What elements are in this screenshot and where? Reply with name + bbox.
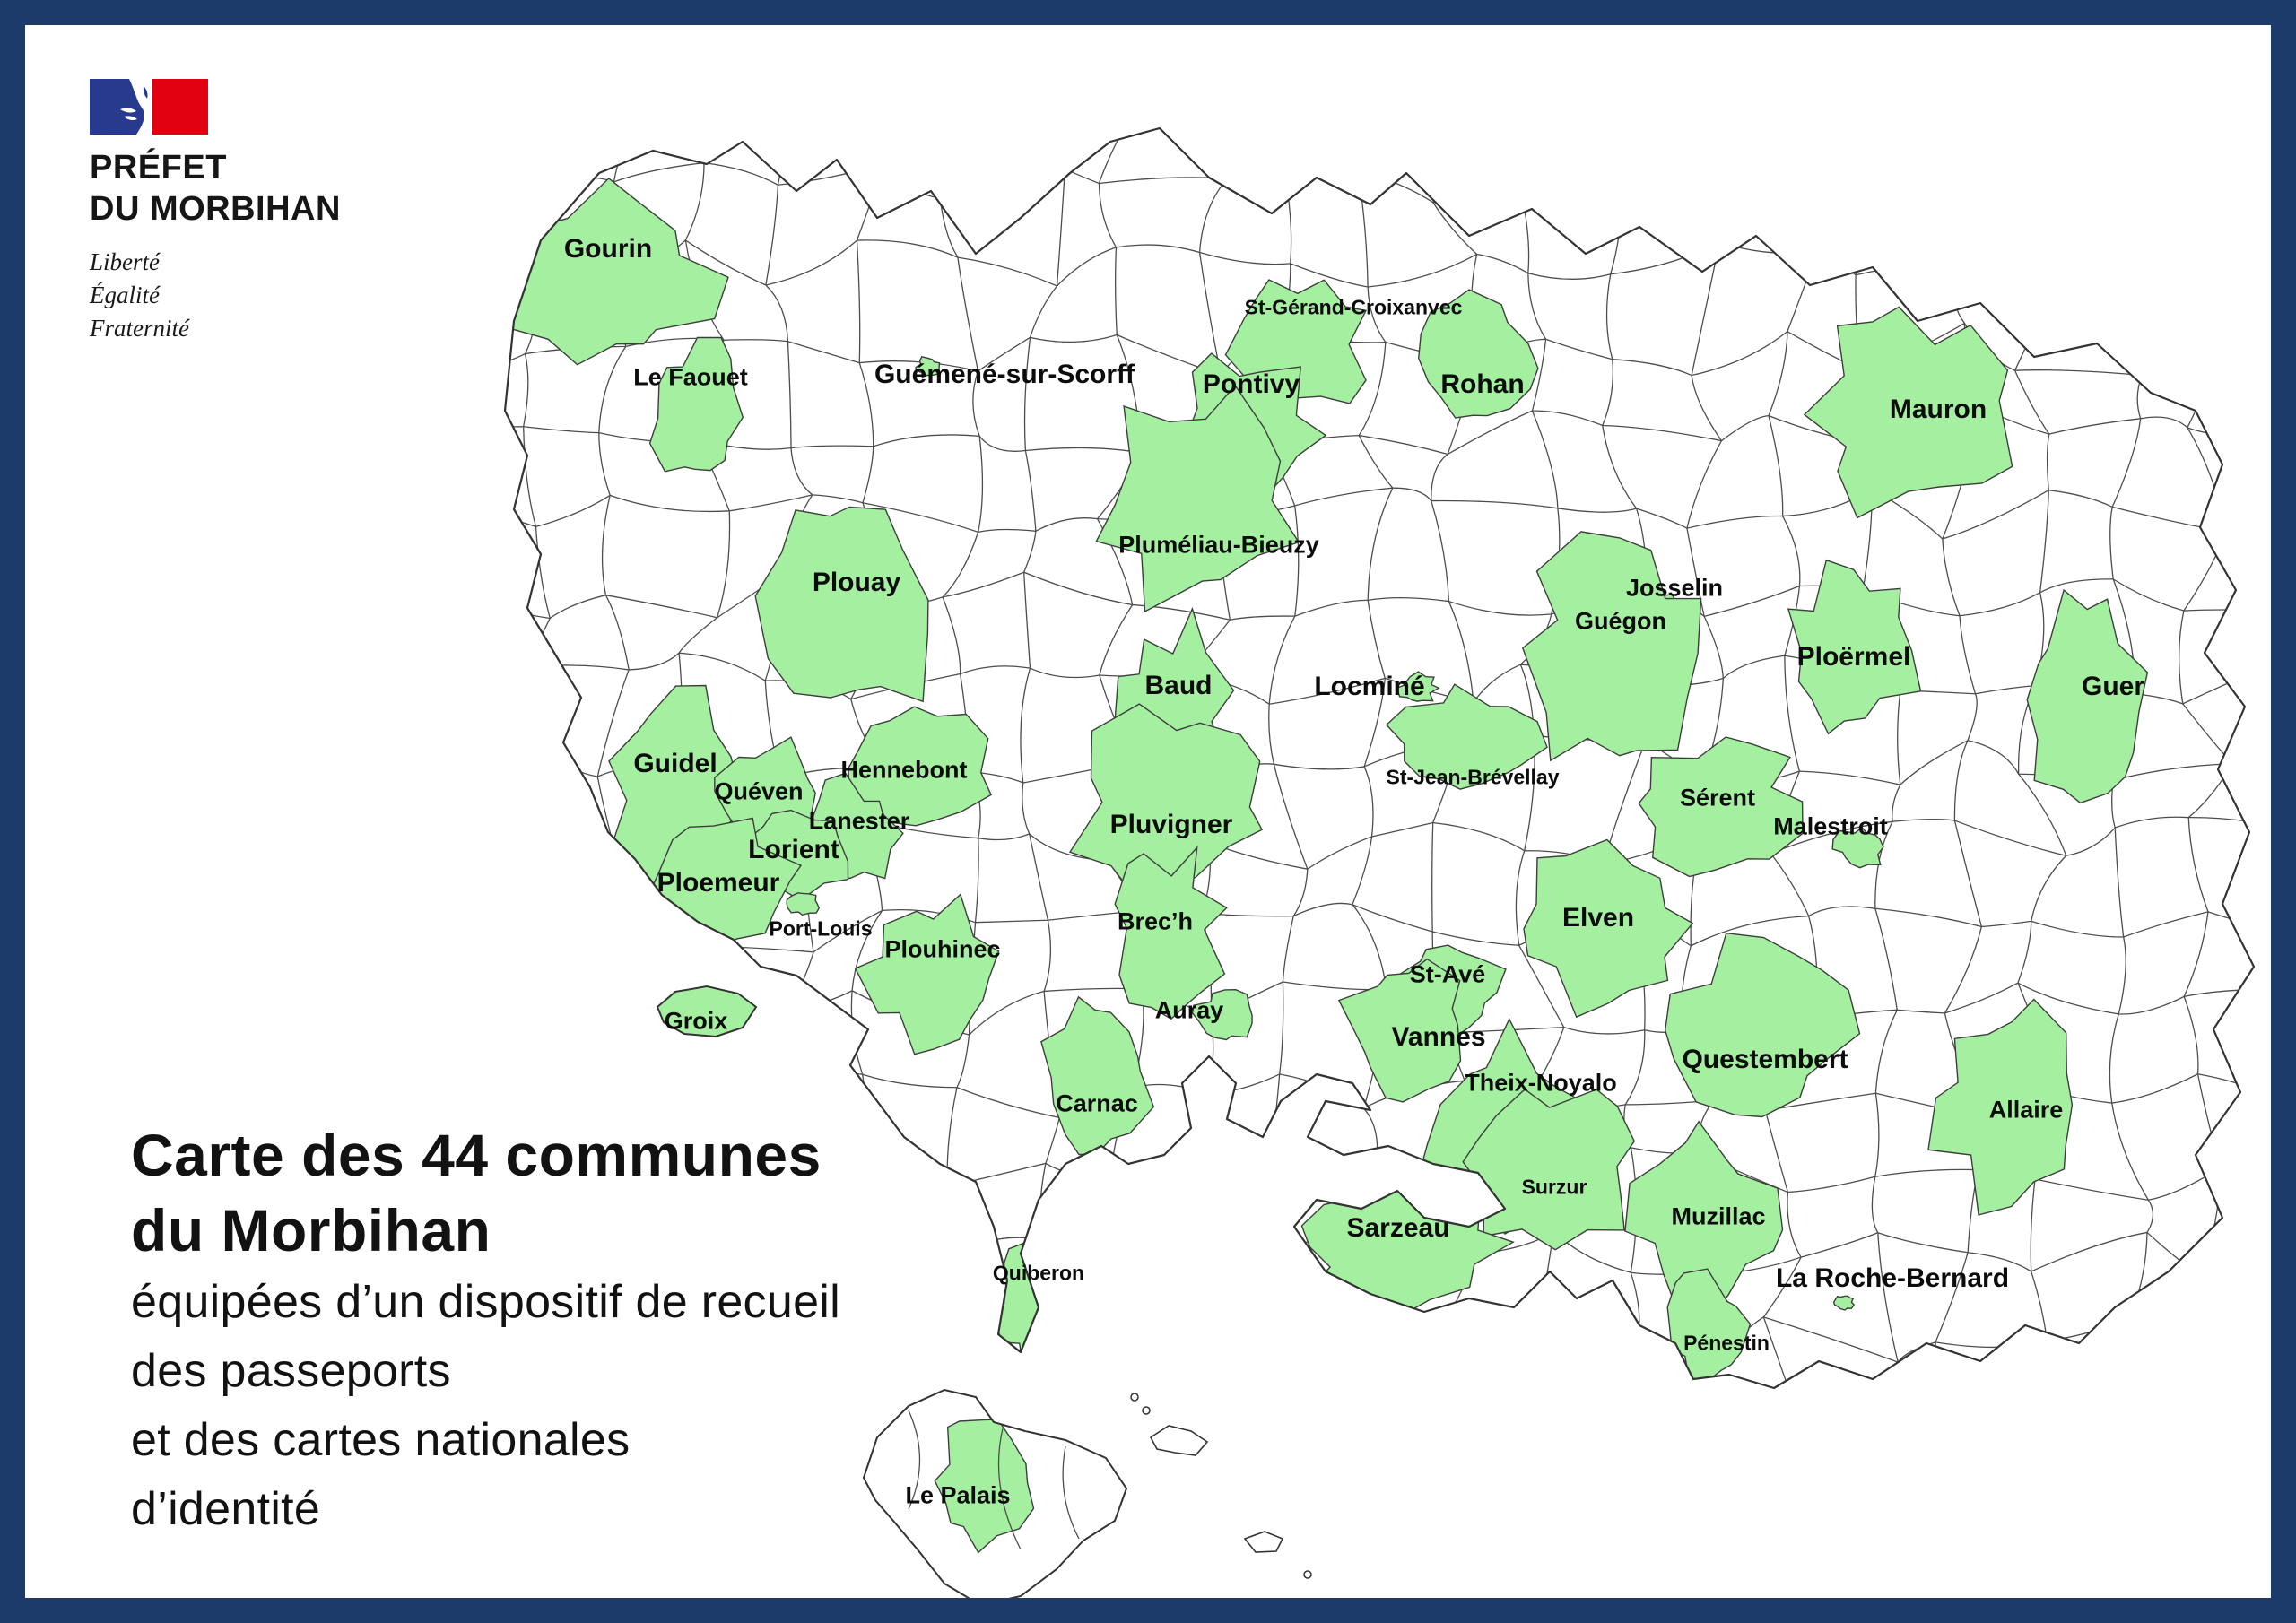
commune-label: Le Faouet (633, 363, 748, 391)
commune-label: Le Palais (905, 1481, 1011, 1509)
commune-label: Vannes (1391, 1022, 1486, 1052)
title-sub-line1: équipées d’un dispositif de recueil (131, 1276, 841, 1328)
commune-label: Locminé (1314, 672, 1425, 701)
commune-label: Guémené-sur-Scorff (874, 360, 1135, 389)
commune-label: Allaire (1988, 1096, 2064, 1124)
commune-label: Quéven (714, 777, 804, 805)
title-bold-line2: du Morbihan (131, 1197, 491, 1263)
title-sub-line4: d’identité (131, 1483, 321, 1535)
commune-label: Guégon (1575, 607, 1666, 635)
commune-label: Groix (664, 1007, 728, 1035)
title-bold-line1: Carte des 44 communes (131, 1122, 822, 1188)
commune-label: Josselin (1625, 574, 1724, 602)
marianne-flag-logo (90, 79, 208, 135)
commune-label: Ploërmel (1796, 642, 1911, 672)
commune-label: Plouay (812, 568, 901, 597)
commune-label: Plouhinec (884, 935, 1001, 963)
commune-label: Brec’h (1117, 907, 1194, 935)
commune-label: Muzillac (1671, 1202, 1766, 1230)
commune-label: St-Jean-Brévellay (1386, 765, 1560, 789)
commune-label: Theix-Noyalo (1465, 1069, 1617, 1097)
map-title-block: Carte des 44 communes du Morbihan équipé… (131, 1117, 840, 1544)
commune-label: Lanester (808, 807, 910, 835)
commune-label: La Roche-Bernard (1775, 1263, 2010, 1293)
commune-label: Sarzeau (1346, 1213, 1450, 1243)
logo-title-line1: PRÉFET (90, 149, 227, 187)
commune-label: Guidel (633, 749, 718, 778)
prefecture-logo: PRÉFET DU MORBIHAN Liberté Égalité Frate… (90, 79, 341, 345)
commune-label: Guer (2081, 672, 2145, 701)
commune-label: Quiberon (992, 1261, 1085, 1285)
commune-label: Auray (1154, 996, 1224, 1024)
commune-label: Lorient (748, 835, 839, 864)
logo-title-line2: DU MORBIHAN (90, 190, 341, 228)
commune-label: Pluvigner (1109, 810, 1233, 839)
commune-label: St-Avé (1409, 960, 1486, 988)
commune-label: Pontivy (1202, 369, 1300, 399)
commune-label: Surzur (1521, 1175, 1587, 1199)
commune-label: Pénestin (1683, 1331, 1770, 1355)
motto-fraternite: Fraternité (90, 315, 189, 342)
commune-label: Questembert (1682, 1045, 1848, 1074)
motto-liberte: Liberté (90, 248, 160, 275)
motto-egalite: Égalité (90, 282, 160, 308)
commune-label: Gourin (563, 234, 653, 264)
commune-label: Elven (1561, 903, 1635, 933)
commune-label: St-Gérand-Croixanvec (1244, 295, 1463, 319)
commune-label: Pluméliau-Bieuzy (1118, 531, 1319, 559)
commune-label: Hennebont (840, 756, 968, 784)
commune-label: Rohan (1440, 369, 1525, 399)
commune-label: Malestroit (1773, 812, 1888, 840)
commune-label: Sérent (1679, 784, 1756, 812)
commune-label: Baud (1144, 671, 1213, 700)
morbihan-map-canvas (503, 126, 2256, 1598)
commune-label: Port-Louis (769, 916, 873, 941)
map: Gourin Le Faouet Guémené-sur-Scorff St-Géra… (25, 25, 2271, 1598)
title-sub-line3: et des cartes nationales (131, 1414, 631, 1466)
commune-label: Ploemeur (657, 868, 780, 898)
commune-label: Carnac (1056, 1089, 1138, 1117)
title-sub-line2: des passeports (131, 1345, 451, 1397)
commune-label: Mauron (1889, 395, 1987, 424)
